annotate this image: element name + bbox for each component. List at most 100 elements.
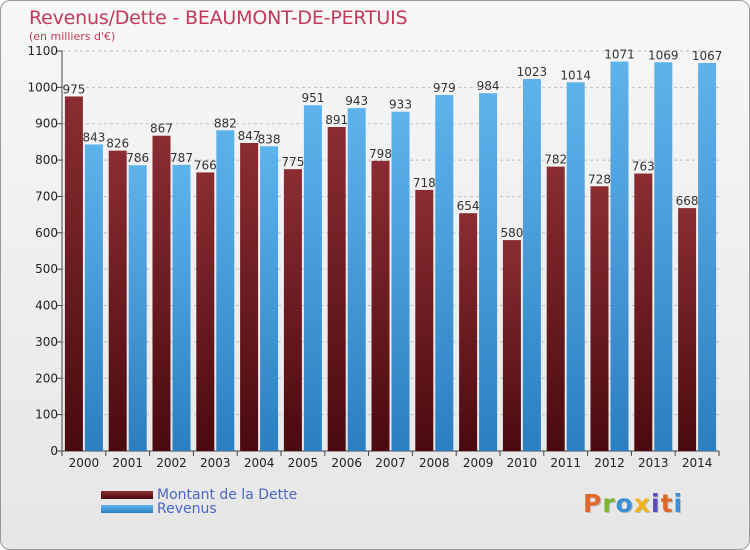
bar-revenus (479, 93, 498, 451)
x-tick-label: 2004 (244, 456, 275, 470)
data-label-revenus: 1071 (604, 48, 635, 62)
bar-dette (502, 240, 521, 451)
bar-dette (459, 213, 478, 451)
data-label-dette: 654 (457, 199, 480, 213)
data-label-revenus: 951 (301, 91, 324, 105)
bar-revenus (522, 79, 541, 451)
y-tick-label: 600 (35, 226, 58, 240)
x-tick-label: 2006 (331, 456, 362, 470)
y-tick-label: 0 (50, 444, 58, 458)
y-tick-label: 200 (35, 371, 58, 385)
legend-swatch-revenus (101, 505, 153, 513)
bar-revenus (566, 82, 585, 451)
y-tick-label: 500 (35, 262, 58, 276)
bar-dette (240, 143, 259, 451)
bar-dette (152, 135, 171, 451)
data-label-dette: 580 (500, 226, 523, 240)
logo-letter: t (660, 489, 674, 518)
bar-dette (283, 169, 302, 451)
x-tick-label: 2005 (288, 456, 319, 470)
y-tick-label: 300 (35, 335, 58, 349)
data-label-revenus: 1014 (560, 68, 591, 82)
chart-subtitle: (en milliers d'€) (29, 30, 116, 43)
bar-revenus (84, 144, 103, 452)
bar-revenus (654, 62, 673, 451)
logo-letter: o (615, 489, 634, 518)
data-label-revenus: 843 (82, 130, 105, 144)
bar-dette (634, 173, 653, 451)
logo-letter: i (673, 489, 684, 518)
bar-revenus (610, 61, 629, 451)
y-tick-label: 100 (35, 408, 58, 422)
y-tick-label: 800 (35, 153, 58, 167)
x-tick-label: 2003 (200, 456, 231, 470)
y-tick-label: 1100 (27, 44, 58, 58)
y-tick-label: 1000 (27, 80, 58, 94)
bar-revenus (216, 130, 235, 452)
bar-revenus (347, 108, 366, 451)
bar-dette (196, 172, 215, 452)
logo-letter: r (602, 489, 616, 518)
x-tick-label: 2013 (638, 456, 669, 470)
legend-label-revenus: Revenus (157, 501, 217, 517)
data-label-revenus: 933 (389, 98, 412, 112)
bar-revenus (172, 164, 191, 451)
x-tick-label: 2000 (69, 456, 100, 470)
x-tick-label: 2009 (463, 456, 494, 470)
data-label-dette: 782 (544, 153, 567, 167)
bar-dette (678, 208, 697, 451)
data-label-dette: 891 (325, 113, 348, 127)
proxiti-logo: Proxiti (583, 489, 683, 518)
bar-dette (546, 166, 565, 452)
data-label-dette: 826 (106, 137, 129, 151)
data-label-revenus: 1023 (517, 65, 548, 79)
data-label-revenus: 984 (477, 79, 500, 93)
data-label-dette: 975 (62, 82, 85, 96)
bar-revenus (698, 63, 717, 451)
y-tick-label: 400 (35, 299, 58, 313)
data-label-dette: 668 (676, 194, 699, 208)
legend-swatch-dette (101, 491, 153, 499)
data-label-revenus: 838 (258, 132, 281, 146)
data-label-dette: 867 (150, 122, 173, 136)
bar-dette (371, 160, 390, 451)
data-label-dette: 728 (588, 172, 611, 186)
data-label-revenus: 979 (433, 81, 456, 95)
bar-revenus (128, 165, 147, 451)
data-label-revenus: 943 (345, 94, 368, 108)
data-label-revenus: 1067 (692, 49, 723, 63)
data-label-revenus: 787 (170, 151, 193, 165)
bar-dette (327, 127, 346, 451)
bar-revenus (260, 146, 279, 452)
x-tick-label: 2008 (419, 456, 450, 470)
x-tick-label: 2012 (594, 456, 625, 470)
data-label-dette: 766 (194, 158, 217, 172)
data-label-revenus: 1069 (648, 48, 679, 62)
bar-dette (590, 186, 609, 452)
data-label-dette: 847 (238, 129, 261, 143)
x-tick-label: 2010 (507, 456, 538, 470)
x-tick-label: 2002 (156, 456, 187, 470)
data-label-dette: 798 (369, 147, 392, 161)
y-tick-label: 900 (35, 117, 58, 131)
bar-dette (64, 96, 83, 452)
x-tick-label: 2014 (682, 456, 713, 470)
legend-label-dette: Montant de la Dette (157, 487, 298, 503)
data-label-dette: 763 (632, 160, 655, 174)
x-tick-label: 2011 (550, 456, 581, 470)
bar-revenus (435, 95, 454, 451)
data-label-revenus: 882 (214, 116, 237, 130)
chart-title: Revenus/Dette - BEAUMONT-DE-PERTUIS (29, 7, 408, 29)
logo-letter: P (583, 489, 603, 518)
bar-dette (108, 150, 127, 452)
data-label-dette: 775 (281, 155, 304, 169)
bar-revenus (391, 111, 410, 452)
x-tick-label: 2007 (375, 456, 406, 470)
bar-revenus (303, 105, 322, 451)
bar-dette (415, 189, 434, 451)
x-tick-label: 2001 (112, 456, 143, 470)
logo-letter: i (651, 489, 661, 518)
logo-letter: x (633, 489, 651, 518)
